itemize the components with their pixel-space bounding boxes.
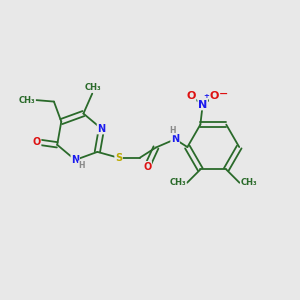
Text: N: N [98,124,106,134]
Text: CH₃: CH₃ [241,178,257,187]
Text: CH₃: CH₃ [85,83,101,92]
Text: S: S [115,153,122,163]
Text: O: O [210,91,219,101]
Text: N: N [171,134,179,144]
Text: −: − [219,88,229,98]
Text: CH₃: CH₃ [169,178,186,187]
Text: H: H [79,161,85,170]
Text: O: O [143,162,151,172]
Text: N: N [71,155,79,165]
Text: O: O [32,137,41,147]
Text: H: H [169,126,176,135]
Text: O: O [186,91,196,101]
Text: CH₃: CH₃ [19,96,35,105]
Text: +: + [203,93,209,99]
Text: N: N [198,100,207,110]
